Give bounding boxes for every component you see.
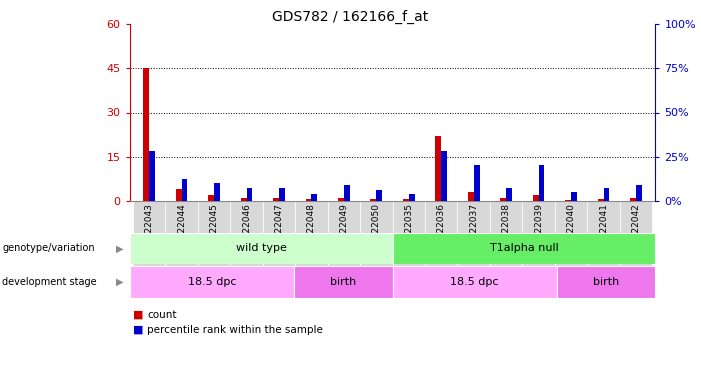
Bar	[133, 201, 165, 268]
Bar	[571, 192, 577, 201]
Bar	[630, 198, 636, 201]
Bar	[565, 200, 571, 201]
Bar	[231, 201, 263, 268]
Bar	[182, 180, 187, 201]
Bar	[360, 201, 393, 268]
Text: GDS782 / 162166_f_at: GDS782 / 162166_f_at	[273, 9, 428, 24]
Bar	[554, 201, 587, 268]
Bar	[587, 201, 620, 268]
Bar	[557, 266, 655, 298]
Bar	[501, 198, 506, 201]
Bar	[130, 232, 393, 264]
Bar	[403, 199, 409, 201]
Bar	[393, 266, 557, 298]
Bar	[294, 266, 393, 298]
Bar	[344, 185, 350, 201]
Bar	[263, 201, 295, 268]
Bar	[214, 183, 220, 201]
Text: birth: birth	[330, 277, 356, 287]
Bar	[636, 185, 642, 201]
Bar	[533, 195, 538, 201]
Text: 18.5 dpc: 18.5 dpc	[451, 277, 499, 287]
Bar	[441, 151, 447, 201]
Text: ■: ■	[133, 310, 144, 320]
Bar	[198, 201, 231, 268]
Text: count: count	[147, 310, 177, 320]
Bar	[376, 190, 382, 201]
Bar	[273, 198, 279, 201]
Bar	[279, 188, 285, 201]
Bar	[393, 232, 655, 264]
Bar	[311, 194, 318, 201]
Bar	[522, 201, 554, 268]
Text: genotype/variation: genotype/variation	[2, 243, 95, 254]
Bar	[490, 201, 522, 268]
Bar	[247, 188, 252, 201]
Bar	[538, 165, 545, 201]
Bar	[371, 199, 376, 201]
Text: ▶: ▶	[116, 277, 123, 287]
Bar	[409, 194, 414, 201]
Bar	[598, 199, 604, 201]
Bar	[474, 165, 479, 201]
Bar	[295, 201, 327, 268]
Bar	[604, 188, 609, 201]
Bar	[240, 198, 247, 201]
Text: wild type: wild type	[236, 243, 287, 254]
Bar	[143, 68, 149, 201]
Bar	[165, 201, 198, 268]
Bar	[468, 192, 474, 201]
Bar	[425, 201, 458, 268]
Bar	[176, 189, 182, 201]
Bar	[435, 136, 441, 201]
Text: 18.5 dpc: 18.5 dpc	[188, 277, 236, 287]
Bar	[149, 151, 155, 201]
Bar	[338, 198, 344, 201]
Text: birth: birth	[593, 277, 619, 287]
Text: T1alpha null: T1alpha null	[489, 243, 559, 254]
Bar	[327, 201, 360, 268]
Text: percentile rank within the sample: percentile rank within the sample	[147, 325, 323, 335]
Bar	[620, 201, 652, 268]
Bar	[393, 201, 425, 268]
Text: ▶: ▶	[116, 243, 123, 254]
Bar	[208, 195, 214, 201]
Bar	[458, 201, 490, 268]
Bar	[306, 199, 311, 201]
Text: ■: ■	[133, 325, 144, 335]
Bar	[506, 188, 512, 201]
Text: development stage: development stage	[2, 277, 97, 287]
Bar	[130, 266, 294, 298]
